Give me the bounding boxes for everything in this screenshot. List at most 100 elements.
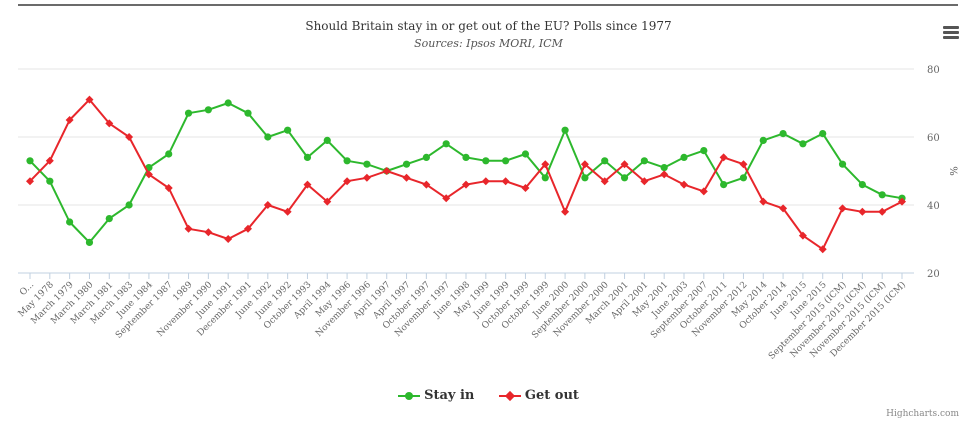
- data-point-get-out[interactable]: [600, 177, 609, 186]
- data-point-stay-in[interactable]: [720, 181, 728, 189]
- legend-label-get-out: Get out: [524, 388, 579, 403]
- data-point-stay-in[interactable]: [204, 106, 212, 114]
- data-point-stay-in[interactable]: [680, 153, 688, 161]
- data-point-get-out[interactable]: [323, 197, 332, 206]
- data-point-get-out[interactable]: [303, 180, 312, 189]
- chart-subtitle: Sources: Ipsos MORI, ICM: [414, 37, 563, 50]
- data-point-get-out[interactable]: [164, 184, 173, 192]
- data-point-get-out[interactable]: [204, 228, 213, 237]
- data-point-stay-in[interactable]: [640, 157, 648, 165]
- data-point-stay-in[interactable]: [521, 150, 530, 158]
- hamburger-menu-icon[interactable]: [943, 26, 959, 40]
- data-point-stay-in[interactable]: [303, 153, 312, 161]
- data-point-stay-in[interactable]: [402, 160, 411, 168]
- data-point-get-out[interactable]: [362, 173, 371, 182]
- data-point-get-out[interactable]: [759, 197, 768, 206]
- data-point-get-out[interactable]: [798, 231, 807, 240]
- data-point-get-out[interactable]: [680, 180, 688, 189]
- data-point-stay-in[interactable]: [264, 133, 272, 141]
- data-point-get-out[interactable]: [660, 170, 669, 179]
- data-point-get-out[interactable]: [85, 95, 94, 104]
- data-point-stay-in[interactable]: [343, 157, 351, 165]
- data-point-stay-in[interactable]: [224, 99, 232, 107]
- data-point-stay-in[interactable]: [442, 140, 450, 148]
- data-point-get-out[interactable]: [283, 207, 292, 216]
- data-point-get-out[interactable]: [818, 245, 827, 254]
- data-point-get-out[interactable]: [422, 180, 431, 189]
- data-point-get-out[interactable]: [382, 167, 391, 175]
- data-point-stay-in[interactable]: [85, 238, 94, 246]
- data-point-get-out[interactable]: [541, 160, 550, 169]
- data-point-stay-in[interactable]: [581, 174, 589, 182]
- y-tick-label: 40: [927, 201, 940, 212]
- data-point-stay-in[interactable]: [819, 130, 827, 138]
- data-point-stay-in[interactable]: [779, 130, 787, 138]
- series-group: [26, 95, 906, 254]
- data-point-get-out[interactable]: [224, 235, 233, 243]
- data-point-stay-in[interactable]: [601, 157, 609, 165]
- data-point-stay-in[interactable]: [125, 201, 133, 209]
- data-point-get-out[interactable]: [561, 207, 570, 216]
- data-point-stay-in[interactable]: [66, 218, 74, 226]
- data-point-stay-in[interactable]: [323, 136, 331, 144]
- legend-item-get-out[interactable]: Get out: [498, 388, 579, 403]
- data-point-get-out[interactable]: [184, 224, 193, 233]
- data-point-get-out[interactable]: [462, 180, 470, 189]
- legend-item-stay-in[interactable]: Stay in: [398, 388, 474, 403]
- data-point-get-out[interactable]: [501, 177, 510, 186]
- data-point-stay-in[interactable]: [184, 109, 193, 117]
- data-point-stay-in[interactable]: [838, 160, 847, 168]
- data-point-stay-in[interactable]: [363, 160, 371, 168]
- data-point-stay-in[interactable]: [502, 157, 510, 165]
- data-point-stay-in[interactable]: [561, 126, 569, 134]
- data-point-stay-in[interactable]: [482, 157, 490, 165]
- data-point-stay-in[interactable]: [462, 153, 470, 161]
- data-point-get-out[interactable]: [45, 156, 54, 165]
- y-tick-label: 80: [927, 65, 940, 76]
- y-tick-label: 20: [927, 269, 940, 280]
- data-point-get-out[interactable]: [402, 173, 411, 182]
- data-point-get-out[interactable]: [125, 133, 134, 141]
- data-point-stay-in[interactable]: [244, 109, 252, 117]
- data-point-get-out[interactable]: [343, 177, 352, 186]
- data-point-stay-in[interactable]: [284, 126, 292, 134]
- data-point-stay-in[interactable]: [660, 164, 668, 172]
- data-point-stay-in[interactable]: [105, 215, 113, 223]
- data-point-get-out[interactable]: [481, 177, 490, 186]
- credits[interactable]: Highcharts.com: [886, 409, 959, 419]
- data-point-get-out[interactable]: [244, 224, 252, 233]
- data-point-stay-in[interactable]: [858, 181, 866, 189]
- data-point-get-out[interactable]: [739, 160, 748, 169]
- data-point-stay-in[interactable]: [165, 150, 173, 158]
- data-point-stay-in[interactable]: [422, 153, 430, 161]
- data-point-get-out[interactable]: [699, 187, 708, 196]
- data-point-get-out[interactable]: [26, 177, 34, 186]
- data-point-get-out[interactable]: [580, 160, 589, 169]
- data-point-stay-in[interactable]: [878, 191, 886, 199]
- data-point-stay-in[interactable]: [700, 147, 708, 155]
- data-point-get-out[interactable]: [898, 197, 906, 206]
- data-point-get-out[interactable]: [105, 119, 114, 128]
- data-point-get-out[interactable]: [620, 160, 629, 169]
- top-border: [18, 4, 958, 6]
- data-point-get-out[interactable]: [779, 204, 788, 213]
- data-point-get-out[interactable]: [521, 184, 530, 192]
- data-point-get-out[interactable]: [878, 207, 887, 216]
- data-point-get-out[interactable]: [858, 207, 867, 216]
- data-point-get-out[interactable]: [640, 177, 649, 186]
- data-point-stay-in[interactable]: [26, 157, 34, 165]
- data-point-stay-in[interactable]: [541, 174, 549, 182]
- data-point-get-out[interactable]: [144, 170, 153, 179]
- data-point-get-out[interactable]: [719, 153, 728, 162]
- data-point-stay-in[interactable]: [799, 140, 807, 148]
- data-point-get-out[interactable]: [263, 201, 272, 209]
- data-point-get-out[interactable]: [838, 204, 847, 213]
- data-point-stay-in[interactable]: [46, 177, 54, 185]
- data-point-stay-in[interactable]: [739, 174, 748, 182]
- data-point-stay-in[interactable]: [759, 136, 767, 144]
- legend-symbol-get-out: [498, 390, 521, 401]
- data-point-get-out[interactable]: [442, 194, 451, 203]
- data-point-get-out[interactable]: [65, 116, 74, 124]
- data-point-stay-in[interactable]: [620, 174, 629, 182]
